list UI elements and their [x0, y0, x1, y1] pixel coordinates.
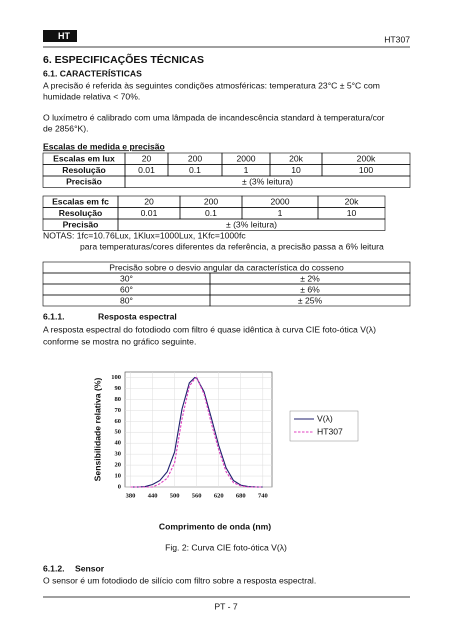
y-axis-label: Sensibilidade relativa (%) — [92, 378, 102, 482]
y-tick-label: 80 — [115, 396, 122, 403]
table-value: ± 6% — [300, 284, 320, 294]
table-value: ± 25% — [298, 295, 323, 305]
table-value: 1 — [244, 165, 249, 175]
legend-label: V(λ) — [317, 413, 333, 423]
sensor-title: Sensor — [75, 563, 105, 573]
table-value: 20k — [289, 154, 304, 164]
spectral-number: 6.1.1. — [43, 311, 65, 321]
spectral-title: Resposta espectral — [98, 311, 177, 321]
x-tick-label: 740 — [258, 492, 268, 499]
x-tick-label: 440 — [148, 492, 158, 499]
note: para temperaturas/cores diferentes da re… — [80, 241, 384, 251]
paragraph-line: conforme se mostra no gráfico seguinte. — [43, 336, 196, 346]
table-value: 60° — [120, 284, 133, 294]
legend-label: HT307 — [317, 426, 343, 436]
table-value: 200 — [204, 197, 219, 207]
paragraph-line: O luxímetro é calibrado com uma lâmpada … — [43, 112, 385, 122]
table-value: 0.01 — [141, 208, 158, 218]
logo-box — [43, 30, 77, 42]
table-cell — [117, 218, 386, 231]
table-cell — [124, 175, 411, 188]
table-value: 2000 — [270, 197, 289, 207]
table-value: 20k — [345, 197, 360, 207]
logo: HT — [58, 31, 70, 41]
paragraph-line: A resposta espectral do fotodiodo com fi… — [43, 324, 376, 334]
table-value: 0.1 — [189, 165, 201, 175]
table-value: 100 — [359, 165, 374, 175]
row-label: Resolução — [62, 165, 105, 175]
table-value: 2000 — [236, 154, 255, 164]
table-value: 0.01 — [138, 165, 155, 175]
table-value: 1 — [278, 208, 283, 218]
x-axis-label: Comprimento de onda (nm) — [159, 521, 271, 531]
x-tick-label: 380 — [126, 492, 136, 499]
y-tick-label: 10 — [115, 473, 122, 480]
model: HT307 — [384, 34, 410, 44]
y-tick-label: 70 — [115, 407, 122, 414]
table-header: Precisão sobre o desvio angular da carac… — [109, 262, 344, 272]
caption: Fig. 2: Curva CIE foto-ótica V(λ) — [165, 542, 287, 552]
y-tick-label: 0 — [118, 483, 121, 490]
table-value: 10 — [291, 165, 301, 175]
note: NOTAS: 1fc=10.76Lux, 1Klux=1000Lux, 1Kfc… — [43, 230, 246, 240]
y-tick-label: 30 — [115, 451, 122, 458]
legend-box — [289, 410, 359, 442]
x-tick-label: 560 — [192, 492, 202, 499]
paragraph-line: de 2856°K). — [43, 123, 88, 133]
table-value: 20 — [144, 197, 154, 207]
sensor-number: 6.1.2. — [43, 563, 65, 573]
table-value: ± (3% leitura) — [226, 220, 277, 230]
table-value: ± 2% — [300, 273, 320, 283]
table-value: 80° — [120, 295, 133, 305]
row-label: Resolução — [59, 208, 102, 218]
y-tick-label: 50 — [115, 429, 122, 436]
x-tick-label: 680 — [236, 492, 246, 499]
table-cell — [209, 294, 411, 307]
table-value: 30° — [120, 273, 133, 283]
row-label: Escalas em lux — [53, 154, 115, 164]
y-tick-label: 90 — [115, 385, 122, 392]
x-tick-label: 500 — [170, 492, 180, 499]
x-tick-label: 620 — [214, 492, 224, 499]
y-tick-label: 40 — [115, 440, 122, 447]
row-label: Precisão — [66, 177, 102, 187]
row-label: Escalas em fc — [52, 197, 109, 207]
footer: PT - 7 — [214, 601, 237, 611]
ranges-title: Escalas de medida e precisão — [43, 141, 165, 151]
paragraph-line: humidade relativa < 70%. — [43, 91, 140, 101]
y-tick-label: 60 — [115, 418, 122, 425]
plot-area — [124, 371, 273, 488]
paragraph-line: A precisão é referida às seguintes condi… — [43, 80, 380, 90]
series-line — [130, 376, 263, 488]
subsection-title: 6.1. CARACTERÍSTICAS — [43, 68, 142, 78]
table-value: 200k — [357, 154, 376, 164]
section-title: 6. ESPECIFICAÇÕES TÉCNICAS — [43, 53, 204, 66]
row-label: Precisão — [63, 220, 99, 230]
table-value: 20 — [142, 154, 152, 164]
table-value: 0.1 — [205, 208, 217, 218]
y-tick-label: 100 — [111, 374, 121, 381]
y-tick-label: 20 — [115, 462, 122, 469]
table-value: ± (3% leitura) — [242, 177, 293, 187]
table-value: 200 — [188, 154, 203, 164]
table-value: 10 — [347, 208, 357, 218]
paragraph-line: O sensor é um fotodiodo de silício com f… — [43, 575, 316, 585]
chart: 0 10 20 30 40 50 60 70 80 90 100 380 440 500 560 620 680… — [92, 371, 359, 531]
